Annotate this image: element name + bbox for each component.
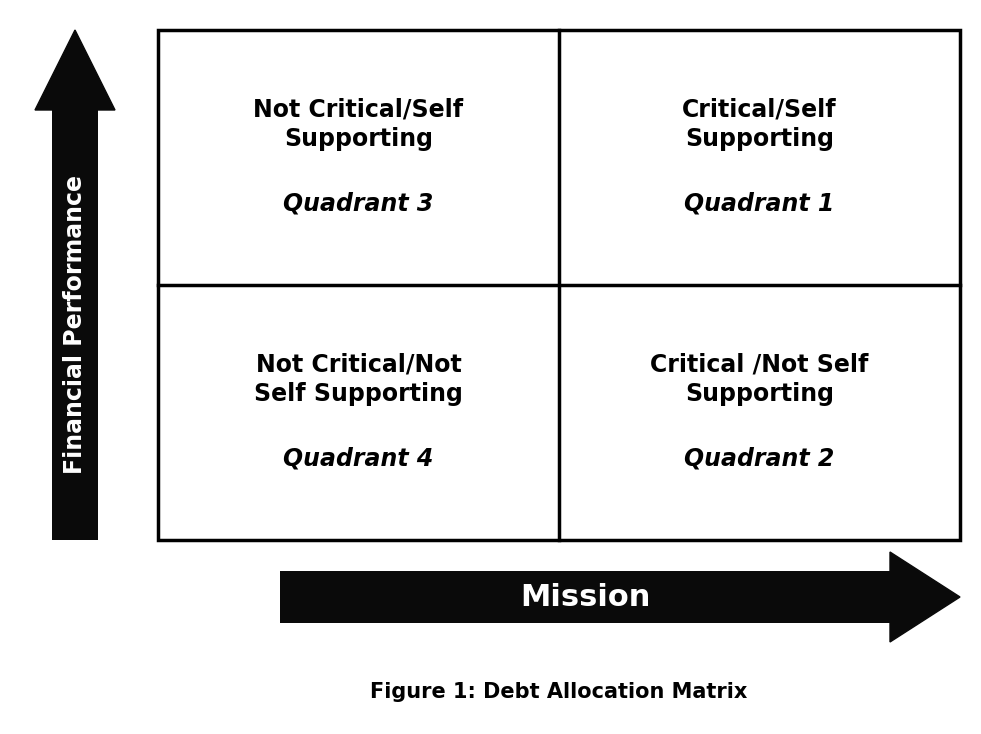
Bar bbox=[280, 571, 890, 623]
Text: Financial Performance: Financial Performance bbox=[63, 175, 87, 474]
Text: Quadrant 4: Quadrant 4 bbox=[284, 446, 434, 470]
Text: Quadrant 1: Quadrant 1 bbox=[685, 192, 835, 215]
Bar bbox=[158, 30, 960, 540]
Polygon shape bbox=[35, 30, 115, 110]
Text: Figure 1: Debt Allocation Matrix: Figure 1: Debt Allocation Matrix bbox=[370, 682, 748, 702]
Polygon shape bbox=[890, 552, 960, 642]
Bar bbox=[52, 110, 98, 540]
Text: Quadrant 2: Quadrant 2 bbox=[685, 446, 835, 470]
Text: Not Critical/Self
Supporting: Not Critical/Self Supporting bbox=[253, 98, 464, 151]
Text: Critical/Self
Supporting: Critical/Self Supporting bbox=[682, 98, 837, 151]
Text: Not Critical/Not
Self Supporting: Not Critical/Not Self Supporting bbox=[254, 352, 463, 406]
Text: Quadrant 3: Quadrant 3 bbox=[284, 192, 434, 215]
Text: Critical /Not Self
Supporting: Critical /Not Self Supporting bbox=[650, 352, 869, 406]
Text: Mission: Mission bbox=[520, 583, 650, 611]
